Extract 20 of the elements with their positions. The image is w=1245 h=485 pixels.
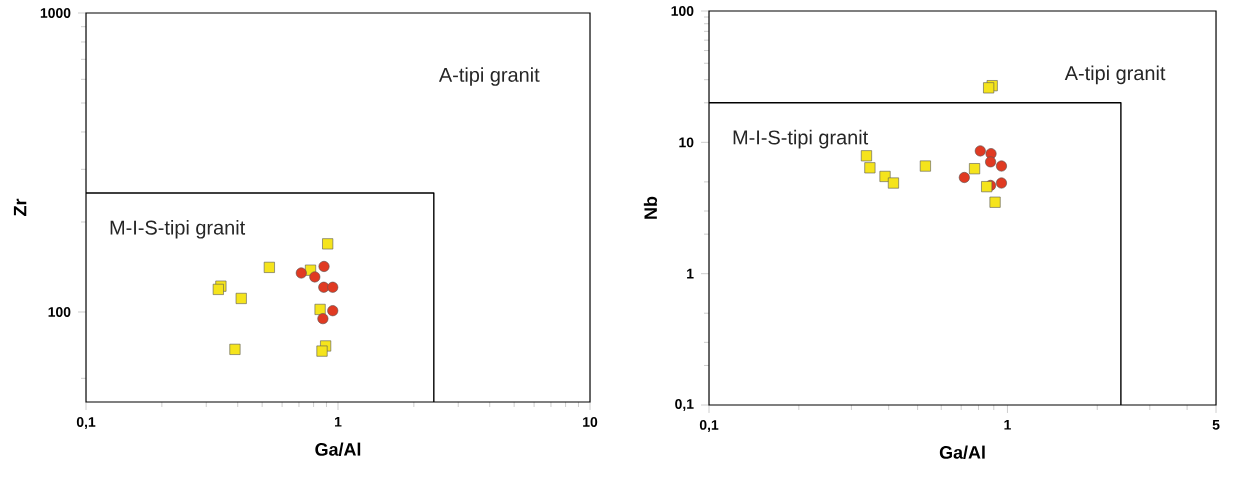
y-tick-label: 1 [687,268,694,279]
annotation: A-tipi granit [438,67,540,86]
x-axis-title: Ga/Al [315,442,361,456]
annotation: M-I-S-tipi granit [110,220,246,239]
annotation: A-tipi granit [1064,65,1166,85]
x-tick-label: 10 [583,417,598,427]
y-axis-title: Zr [13,198,27,216]
y-tick-label: 1000 [40,8,71,18]
x-tick-label: 0,1 [699,420,719,432]
x-tick-label: 0,1 [76,417,96,429]
y-tick-label: 0,1 [675,399,694,411]
x-axis-title: Ga/Al [939,445,985,459]
x-tick-label: 5 [1212,420,1220,430]
y-tick-label: 10 [679,137,694,148]
x-tick-label: 1 [335,417,342,427]
y-tick-label: 100 [48,307,71,317]
annotation: M-I-S-tipi granit [733,129,869,149]
y-tick-label: 100 [671,6,694,16]
x-tick-label: 1 [1004,420,1011,430]
y-axis-title: Nb [643,196,658,219]
